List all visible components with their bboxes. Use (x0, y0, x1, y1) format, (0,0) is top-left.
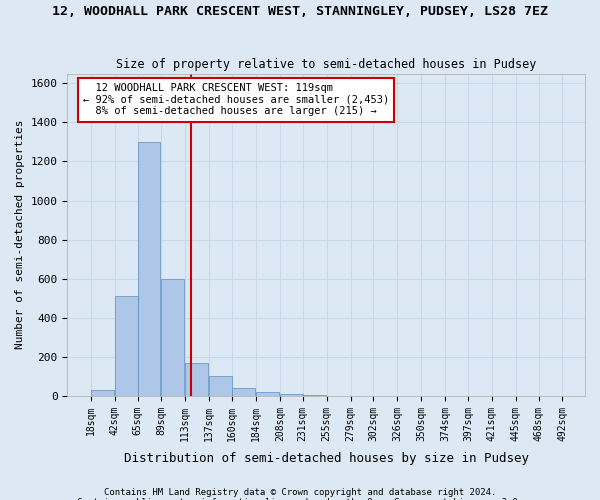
Text: Contains HM Land Registry data © Crown copyright and database right 2024.: Contains HM Land Registry data © Crown c… (104, 488, 496, 497)
Bar (185, 362, 208, 396)
X-axis label: Distribution of semi-detached houses by size in Pudsey: Distribution of semi-detached houses by … (124, 452, 529, 465)
Text: Contains public sector information licensed under the Open Government Licence v3: Contains public sector information licen… (77, 498, 523, 500)
Bar (232, 388, 255, 396)
Bar (209, 376, 232, 396)
Text: 12 WOODHALL PARK CRESCENT WEST: 119sqm
← 92% of semi-detached houses are smaller: 12 WOODHALL PARK CRESCENT WEST: 119sqm ←… (83, 83, 389, 116)
Title: Size of property relative to semi-detached houses in Pudsey: Size of property relative to semi-detach… (116, 58, 536, 71)
Text: 12, WOODHALL PARK CRESCENT WEST, STANNINGLEY, PUDSEY, LS28 7EZ: 12, WOODHALL PARK CRESCENT WEST, STANNIN… (52, 5, 548, 18)
Bar (256, 392, 279, 396)
Bar (161, 278, 184, 396)
Bar (137, 142, 160, 396)
Bar (280, 394, 303, 396)
Bar (115, 296, 137, 396)
Bar (91, 390, 113, 396)
Y-axis label: Number of semi-detached properties: Number of semi-detached properties (15, 120, 25, 350)
